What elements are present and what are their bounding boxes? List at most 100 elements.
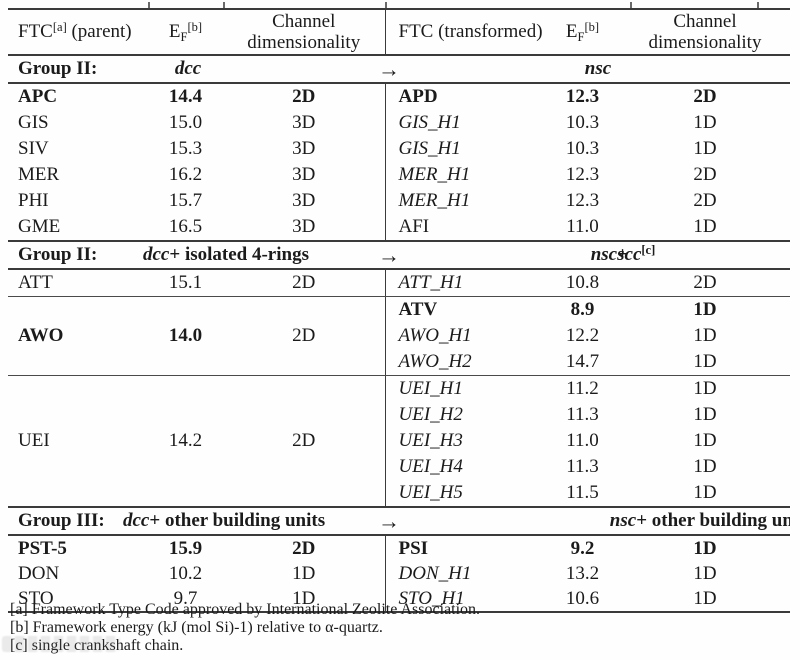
parent-ftc-cell: ATT <box>8 269 148 297</box>
parent-dim-cell: 3D <box>292 138 316 160</box>
header-parent-ef: EF[b] <box>148 9 223 56</box>
footnote-c: [c] single crankshaft chain. <box>10 637 184 654</box>
transformed-ftc-cell: ATV <box>384 296 545 323</box>
table-row: UEI_H3 11.0 1D <box>8 428 790 454</box>
transformed-ef-cell: 8.9 <box>570 299 595 321</box>
transformed-ftc-cell: GIS_H1 <box>384 136 545 162</box>
parent-ftc-cell: MER <box>18 164 60 186</box>
parent-dim-cell: 2D <box>292 537 316 559</box>
transformed-dim-cell: 1D <box>693 537 717 559</box>
arrow-icon: → <box>378 242 400 268</box>
parent-dim-cell: 1D <box>292 562 316 584</box>
parent-dim-cell: 3D <box>292 190 316 212</box>
table-row: GME 16.5 3D AFI 11.0 1D <box>8 214 790 241</box>
parent-ftc-cell: SIV <box>18 138 49 160</box>
group-row-dcc-nsc: Group II: dcc → nsc <box>8 54 790 84</box>
parent-ftc-cell: DON <box>18 562 60 584</box>
transformed-ef-cell: 11.3 <box>566 456 599 478</box>
parent-dim-cell: 3D <box>292 112 316 134</box>
transformed-ef-cell: 10.3 <box>565 112 600 134</box>
table-row: AWO_H1 12.2 1D <box>8 323 790 349</box>
transformed-dim-cell: 1D <box>693 456 717 478</box>
footnote-a: [a] Framework Type Code approved by Inte… <box>10 601 481 618</box>
parent-ftc-cell: APC <box>18 86 58 108</box>
parent-dim-cell: 3D <box>292 216 316 238</box>
transformed-ftc-cell: UEI_H5 <box>384 480 545 507</box>
parent-ef-cell: 14.0 <box>148 296 223 376</box>
transformed-dim-cell: 1D <box>693 378 717 400</box>
transformed-dim-cell: 1D <box>693 325 717 347</box>
transformed-ftc-cell: STO_H1 <box>384 586 545 612</box>
transformed-ef-cell: 11.0 <box>566 216 599 238</box>
parent-ef-cell: 15.7 <box>168 190 203 212</box>
group-right-formula: nsc + other building units <box>609 510 790 532</box>
transformed-ftc-cell: DON_H1 <box>384 561 545 586</box>
transformed-ftc-cell: UEI_H1 <box>384 375 545 402</box>
header-transformed-channel: Channel dimensionality <box>620 9 790 56</box>
group-row-dcc-4rings: Group II: dcc + isolated 4-rings → nsc +… <box>8 240 790 270</box>
parent-ef-cell: 15.0 <box>168 112 203 134</box>
transformed-ftc-cell: MER_H1 <box>384 162 545 188</box>
transformed-dim-cell: 2D <box>693 164 717 186</box>
transformed-ef-cell: 10.3 <box>565 138 600 160</box>
crop-artifact-tick <box>148 2 150 9</box>
arrow-icon: → <box>378 508 400 534</box>
framework-table: FTC[a] (parent) EF[b] Channel dimensional… <box>8 8 790 613</box>
transformed-ef-cell: 14.7 <box>545 349 620 376</box>
table-row: APC 14.4 2D APD 12.3 2D <box>8 83 790 110</box>
parent-ef-cell: 15.9 <box>168 537 203 559</box>
table-row: UEI_H4 11.3 1D <box>8 454 790 480</box>
parent-ef-cell: 15.3 <box>168 138 203 160</box>
parent-dim-cell: 2D <box>292 86 316 108</box>
parent-dim-cell: 2D <box>223 296 385 376</box>
parent-ef-cell: 10.2 <box>168 562 203 584</box>
transformed-dim-cell: 1D <box>693 404 717 426</box>
group-right-formula: nsc + scc[c] <box>590 242 656 266</box>
table-row: PST-5 15.9 2D PSI 9.2 1D <box>8 535 790 561</box>
parent-ftc-cell: GME <box>18 216 61 238</box>
header-parent-channel: Channel dimensionality <box>223 9 385 56</box>
table-row: UEI 14.2 2D UEI_H1 11.2 1D <box>8 375 790 450</box>
transformed-ef-cell: 12.2 <box>565 325 600 347</box>
parent-ef-cell: 16.5 <box>168 216 203 238</box>
parent-ftc-cell: PST-5 <box>18 537 67 559</box>
group-right-formula: nsc <box>584 58 612 80</box>
parent-ef-cell: 9.7 <box>173 587 198 609</box>
transformed-ef-cell: 11.2 <box>566 378 599 400</box>
transformed-dim-cell: 1D <box>620 349 790 376</box>
parent-dim-cell: 2D <box>292 430 316 452</box>
table-row: MER 16.2 3D MER_H1 12.3 2D <box>8 162 790 188</box>
crop-artifact-tick <box>223 2 225 9</box>
table-header-row: FTC[a] (parent) EF[b] Channel dimensional… <box>8 9 790 56</box>
transformed-dim-cell: 1D <box>693 430 717 452</box>
group-row-dcc-other-units: Group III: dcc + other building units → … <box>8 506 790 536</box>
transformed-ef-cell: 12.3 <box>565 190 600 212</box>
transformed-ftc-cell: AWO_H1 <box>384 323 545 349</box>
group-left-formula: dcc <box>174 58 202 80</box>
parent-ef-cell: 14.2 <box>168 430 203 452</box>
parent-ftc-cell: UEI <box>18 430 50 452</box>
transformed-dim-cell: 1D <box>693 562 717 584</box>
header-transformed-ftc: FTC (transformed) <box>384 9 545 56</box>
parent-ef-cell: 14.4 <box>168 86 203 108</box>
table-row: DON 10.2 1D DON_H1 13.2 1D <box>8 561 790 586</box>
table-row: GIS 15.0 3D GIS_H1 10.3 1D <box>8 110 790 136</box>
transformed-ftc-cell: GIS_H1 <box>384 110 545 136</box>
table-row: UEI_H5 11.5 1D <box>8 480 790 507</box>
crop-artifact-tick <box>630 2 632 9</box>
transformed-ftc-cell: AFI <box>384 214 545 241</box>
transformed-dim-cell: 2D <box>693 190 717 212</box>
transformed-ftc-cell: PSI <box>384 535 545 561</box>
group-left-formula: dcc + other building units <box>123 510 326 532</box>
transformed-ef-cell: 11.3 <box>566 404 599 426</box>
parent-ef-cell: 16.2 <box>168 164 203 186</box>
parent-ftc-cell: PHI <box>18 190 49 212</box>
group-left-formula: dcc + isolated 4-rings <box>143 244 309 266</box>
crop-artifact-tick <box>757 2 759 9</box>
transformed-ftc-cell: UEI_H3 <box>384 428 545 454</box>
transformed-dim-cell: 1D <box>693 482 717 504</box>
transformed-ftc-cell: MER_H1 <box>384 188 545 214</box>
parent-dim-cell: 1D <box>292 587 316 609</box>
parent-ftc-cell: AWO <box>8 296 148 376</box>
